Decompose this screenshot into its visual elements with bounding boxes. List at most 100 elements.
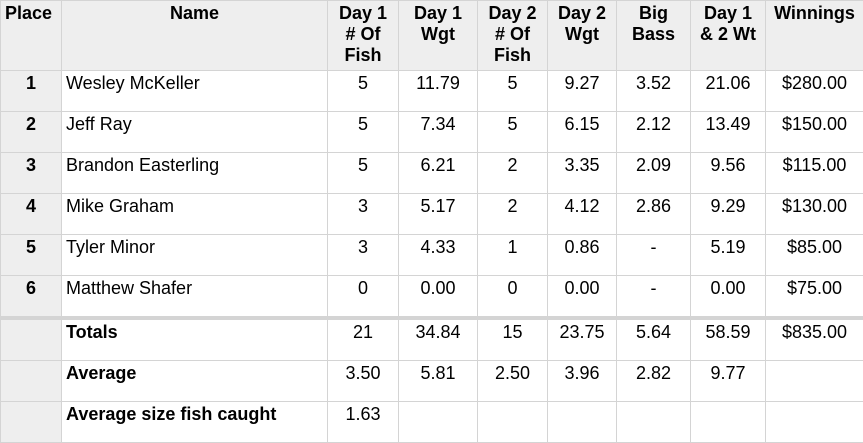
value-cell: 3.52 (617, 71, 691, 112)
summary-label: Average size fish caught (62, 402, 328, 443)
value-cell (691, 402, 766, 443)
value-cell: $75.00 (766, 276, 863, 319)
value-cell: 0.86 (548, 235, 617, 276)
place-cell (1, 361, 62, 402)
value-cell: 1 (478, 235, 548, 276)
value-cell: 3.50 (328, 361, 399, 402)
value-cell (617, 402, 691, 443)
value-cell: 3.96 (548, 361, 617, 402)
value-cell: 34.84 (399, 318, 478, 361)
value-cell: 3.35 (548, 153, 617, 194)
value-cell: $85.00 (766, 235, 863, 276)
value-cell: $280.00 (766, 71, 863, 112)
value-cell: 5 (478, 112, 548, 153)
place-cell: 1 (1, 71, 62, 112)
place-cell (1, 318, 62, 361)
value-cell (548, 402, 617, 443)
summary-label: Average (62, 361, 328, 402)
value-cell: 5.19 (691, 235, 766, 276)
value-cell: 0 (478, 276, 548, 319)
value-cell: $835.00 (766, 318, 863, 361)
value-cell: 9.56 (691, 153, 766, 194)
value-cell: 6.21 (399, 153, 478, 194)
value-cell: 23.75 (548, 318, 617, 361)
value-cell: 9.77 (691, 361, 766, 402)
value-cell: 6.15 (548, 112, 617, 153)
value-cell: 15 (478, 318, 548, 361)
value-cell: 0.00 (548, 276, 617, 319)
value-cell: $150.00 (766, 112, 863, 153)
name-cell: Wesley McKeller (62, 71, 328, 112)
name-cell: Brandon Easterling (62, 153, 328, 194)
place-cell: 5 (1, 235, 62, 276)
place-cell: 6 (1, 276, 62, 319)
place-cell: 2 (1, 112, 62, 153)
value-cell: 21.06 (691, 71, 766, 112)
value-cell: 9.29 (691, 194, 766, 235)
value-cell: 9.27 (548, 71, 617, 112)
value-cell: 5 (328, 112, 399, 153)
column-header: Day 2 # Of Fish (478, 1, 548, 71)
value-cell: 1.63 (328, 402, 399, 443)
place-cell: 3 (1, 153, 62, 194)
value-cell: 0 (328, 276, 399, 319)
value-cell: 5 (328, 153, 399, 194)
value-cell: 5.64 (617, 318, 691, 361)
value-cell: 0.00 (691, 276, 766, 319)
column-header: Day 1 # Of Fish (328, 1, 399, 71)
value-cell (766, 402, 863, 443)
value-cell: 3 (328, 194, 399, 235)
value-cell: 5 (478, 71, 548, 112)
name-cell: Jeff Ray (62, 112, 328, 153)
value-cell (766, 361, 863, 402)
value-cell: 58.59 (691, 318, 766, 361)
value-cell: 4.33 (399, 235, 478, 276)
column-header: Day 1 Wgt (399, 1, 478, 71)
value-cell: - (617, 235, 691, 276)
column-header: Winnings (766, 1, 863, 71)
column-header: Name (62, 1, 328, 71)
value-cell: 5 (328, 71, 399, 112)
place-cell: 4 (1, 194, 62, 235)
value-cell: - (617, 276, 691, 319)
value-cell: 13.49 (691, 112, 766, 153)
value-cell: 2.09 (617, 153, 691, 194)
name-cell: Tyler Minor (62, 235, 328, 276)
value-cell: $115.00 (766, 153, 863, 194)
value-cell: 7.34 (399, 112, 478, 153)
value-cell: 5.17 (399, 194, 478, 235)
name-cell: Mike Graham (62, 194, 328, 235)
column-header: Day 2 Wgt (548, 1, 617, 71)
value-cell: 5.81 (399, 361, 478, 402)
column-header: Place (1, 1, 62, 71)
value-cell (478, 402, 548, 443)
value-cell: 2.12 (617, 112, 691, 153)
place-cell (1, 402, 62, 443)
value-cell: 11.79 (399, 71, 478, 112)
name-cell: Matthew Shafer (62, 276, 328, 319)
value-cell: 0.00 (399, 276, 478, 319)
value-cell: 21 (328, 318, 399, 361)
value-cell: 2.86 (617, 194, 691, 235)
value-cell: 2.82 (617, 361, 691, 402)
value-cell: 4.12 (548, 194, 617, 235)
value-cell: 2 (478, 153, 548, 194)
summary-label: Totals (62, 318, 328, 361)
value-cell: 2 (478, 194, 548, 235)
column-header: Day 1 & 2 Wt (691, 1, 766, 71)
column-header: Big Bass (617, 1, 691, 71)
value-cell (399, 402, 478, 443)
value-cell: 3 (328, 235, 399, 276)
value-cell: 2.50 (478, 361, 548, 402)
